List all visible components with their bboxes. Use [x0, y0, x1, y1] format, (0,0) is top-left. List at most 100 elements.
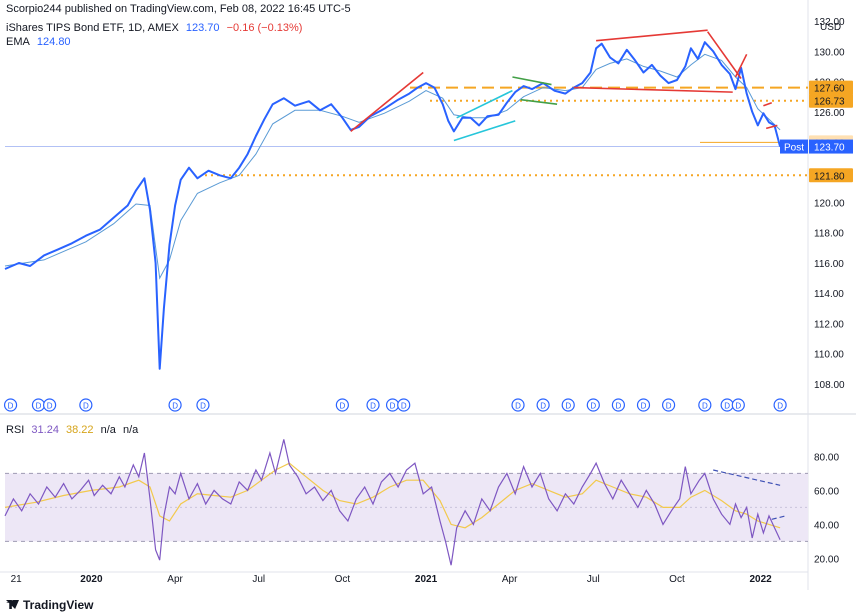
dividend-marker-label: D — [83, 402, 89, 411]
level-tag — [809, 93, 853, 108]
price-change: −0.16 (−0.13%) — [226, 22, 303, 34]
dividend-marker — [536, 398, 550, 412]
dividend-marker — [661, 398, 676, 412]
dividend-marker-label: D — [735, 402, 741, 411]
ema-line — [4, 53, 781, 280]
price-tick-label: 126.00 — [814, 108, 845, 119]
trendline — [765, 124, 778, 130]
rsi-legend[interactable]: RSI 31.24 38.22 n/a n/a — [6, 424, 142, 436]
level-label: 126.73 — [814, 97, 845, 108]
dividend-marker — [611, 398, 626, 412]
trendline — [596, 29, 708, 42]
dividend-marker-label: D — [702, 402, 708, 411]
time-tick-label: Apr — [502, 574, 518, 585]
trendline — [453, 120, 516, 142]
rsi-ma-value: 38.22 — [66, 424, 94, 436]
dividend-marker-label: D — [172, 402, 178, 411]
price-line — [4, 41, 782, 370]
time-tick-label: Oct — [335, 574, 351, 585]
rsi-tick-label: 60.00 — [814, 486, 839, 497]
dividend-marker — [196, 398, 210, 412]
time-tick-label: 21 — [11, 574, 23, 585]
price-tick-label: 118.00 — [814, 229, 844, 240]
dividend-marker — [168, 398, 182, 412]
symbol-legend[interactable]: iShares TIPS Bond ETF, 1D, AMEX 123.70 −… — [6, 22, 306, 34]
time-tick-label: Apr — [167, 574, 183, 585]
rsi-value: 31.24 — [31, 424, 59, 436]
dividend-marker-label: D — [565, 402, 571, 411]
rsi-label: RSI — [6, 424, 25, 436]
price-tick-label: 112.00 — [814, 319, 844, 330]
dividend-marker-label: D — [590, 402, 596, 411]
tradingview-logo-icon — [6, 600, 19, 609]
price-tick-label: 108.00 — [814, 380, 845, 391]
rsi-tick-label: 80.00 — [814, 452, 839, 463]
price-tick-label: 114.00 — [814, 289, 844, 300]
level-tag — [809, 168, 853, 183]
dividend-marker-label: D — [515, 402, 521, 411]
post-tag — [780, 139, 808, 154]
dividend-marker — [511, 398, 525, 412]
rsi-tick-label: 40.00 — [814, 520, 839, 531]
publisher-text: Scorpio244 published on TradingView.com,… — [6, 3, 351, 15]
dividend-marker-label: D — [8, 402, 14, 411]
level-label: 121.80 — [814, 171, 845, 182]
dividend-marker — [366, 398, 380, 412]
dividend-marker — [43, 398, 57, 412]
logo-text: TradingView — [23, 598, 94, 612]
dividend-marker — [636, 398, 651, 412]
dividend-marker — [335, 398, 349, 412]
trendline — [512, 76, 552, 86]
last-price: 123.70 — [185, 22, 220, 34]
publisher-caption: Scorpio244 published on TradingView.com,… — [6, 3, 355, 15]
trendline — [706, 31, 742, 79]
dividend-marker-label: D — [724, 402, 730, 411]
time-tick-label: Jul — [587, 574, 600, 585]
tradingview-logo[interactable]: TradingView — [6, 598, 93, 612]
post-tag-label: Post — [784, 143, 804, 154]
ema-legend[interactable]: EMA 124.80 — [6, 36, 75, 48]
rsi-ma-line — [4, 462, 781, 529]
last-price-label: 123.70 — [814, 143, 845, 154]
rsi-line — [4, 439, 781, 566]
dividend-marker — [731, 398, 745, 412]
dividend-marker — [79, 398, 93, 412]
time-tick-label: 2020 — [80, 574, 103, 585]
dividend-marker — [698, 398, 712, 412]
price-tick-label: 120.00 — [814, 198, 845, 209]
dividend-marker — [3, 398, 18, 412]
time-tick-label: Oct — [669, 574, 685, 585]
dividend-marker-label: D — [370, 402, 376, 411]
rsi-trendline — [713, 469, 781, 486]
dividend-marker-label: D — [641, 402, 647, 411]
trendline — [350, 71, 424, 133]
rsi-tick-label: 20.00 — [814, 554, 839, 565]
trendline — [763, 101, 773, 107]
dividend-marker-label: D — [339, 402, 345, 411]
rsi-na-1: n/a — [100, 424, 116, 436]
dividend-marker — [586, 398, 600, 412]
dividend-marker-label: D — [616, 402, 622, 411]
price-tick-label: 116.00 — [814, 259, 844, 270]
trendline — [456, 89, 513, 119]
level-tag — [809, 80, 853, 95]
trendline — [734, 53, 748, 78]
ema-label: EMA — [6, 36, 30, 48]
price-tick-label: 130.00 — [814, 47, 845, 58]
dividend-marker-label: D — [401, 402, 407, 411]
dividend-marker — [397, 398, 411, 412]
dividend-marker-label: D — [666, 402, 672, 411]
trendline — [520, 98, 558, 106]
dividend-marker-label: D — [36, 402, 42, 411]
dividend-marker-label: D — [390, 402, 396, 411]
dividend-marker-label: D — [540, 402, 546, 411]
currency-label: USD — [820, 22, 841, 33]
dividend-marker-label: D — [47, 402, 53, 411]
dividend-marker-label: D — [200, 402, 206, 411]
time-tick-label: 2021 — [415, 574, 438, 585]
level-label: 127.60 — [814, 84, 845, 95]
rsi-trendline — [771, 515, 786, 520]
dividend-marker — [773, 398, 787, 412]
time-tick-label: Jul — [252, 574, 265, 585]
